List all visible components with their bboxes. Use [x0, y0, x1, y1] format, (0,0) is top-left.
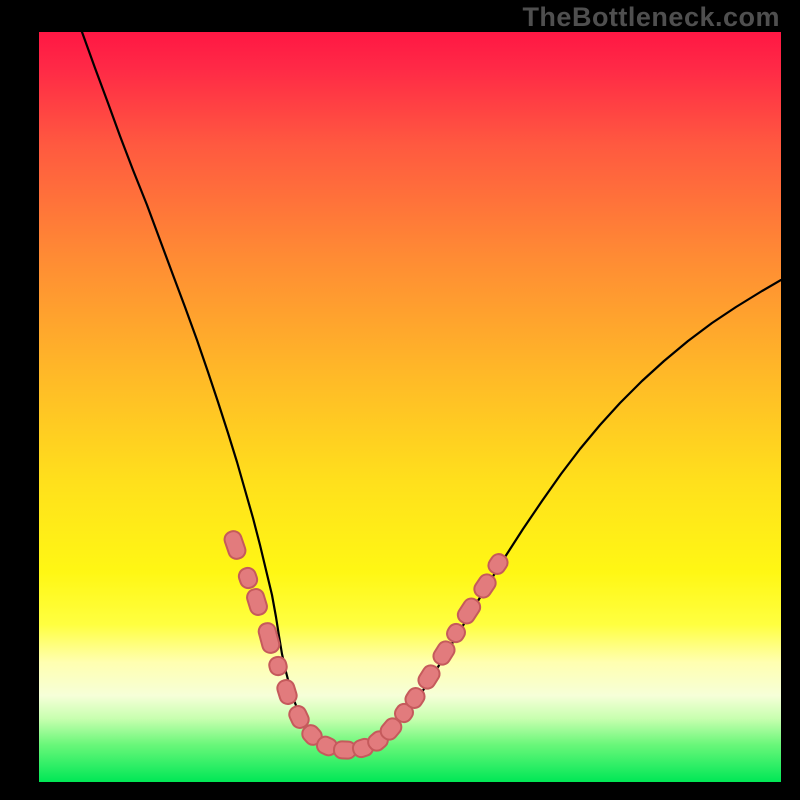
watermark-text: TheBottleneck.com [522, 2, 780, 33]
bottleneck-chart [0, 0, 800, 800]
plot-background [39, 32, 781, 782]
chart-frame: TheBottleneck.com [0, 0, 800, 800]
